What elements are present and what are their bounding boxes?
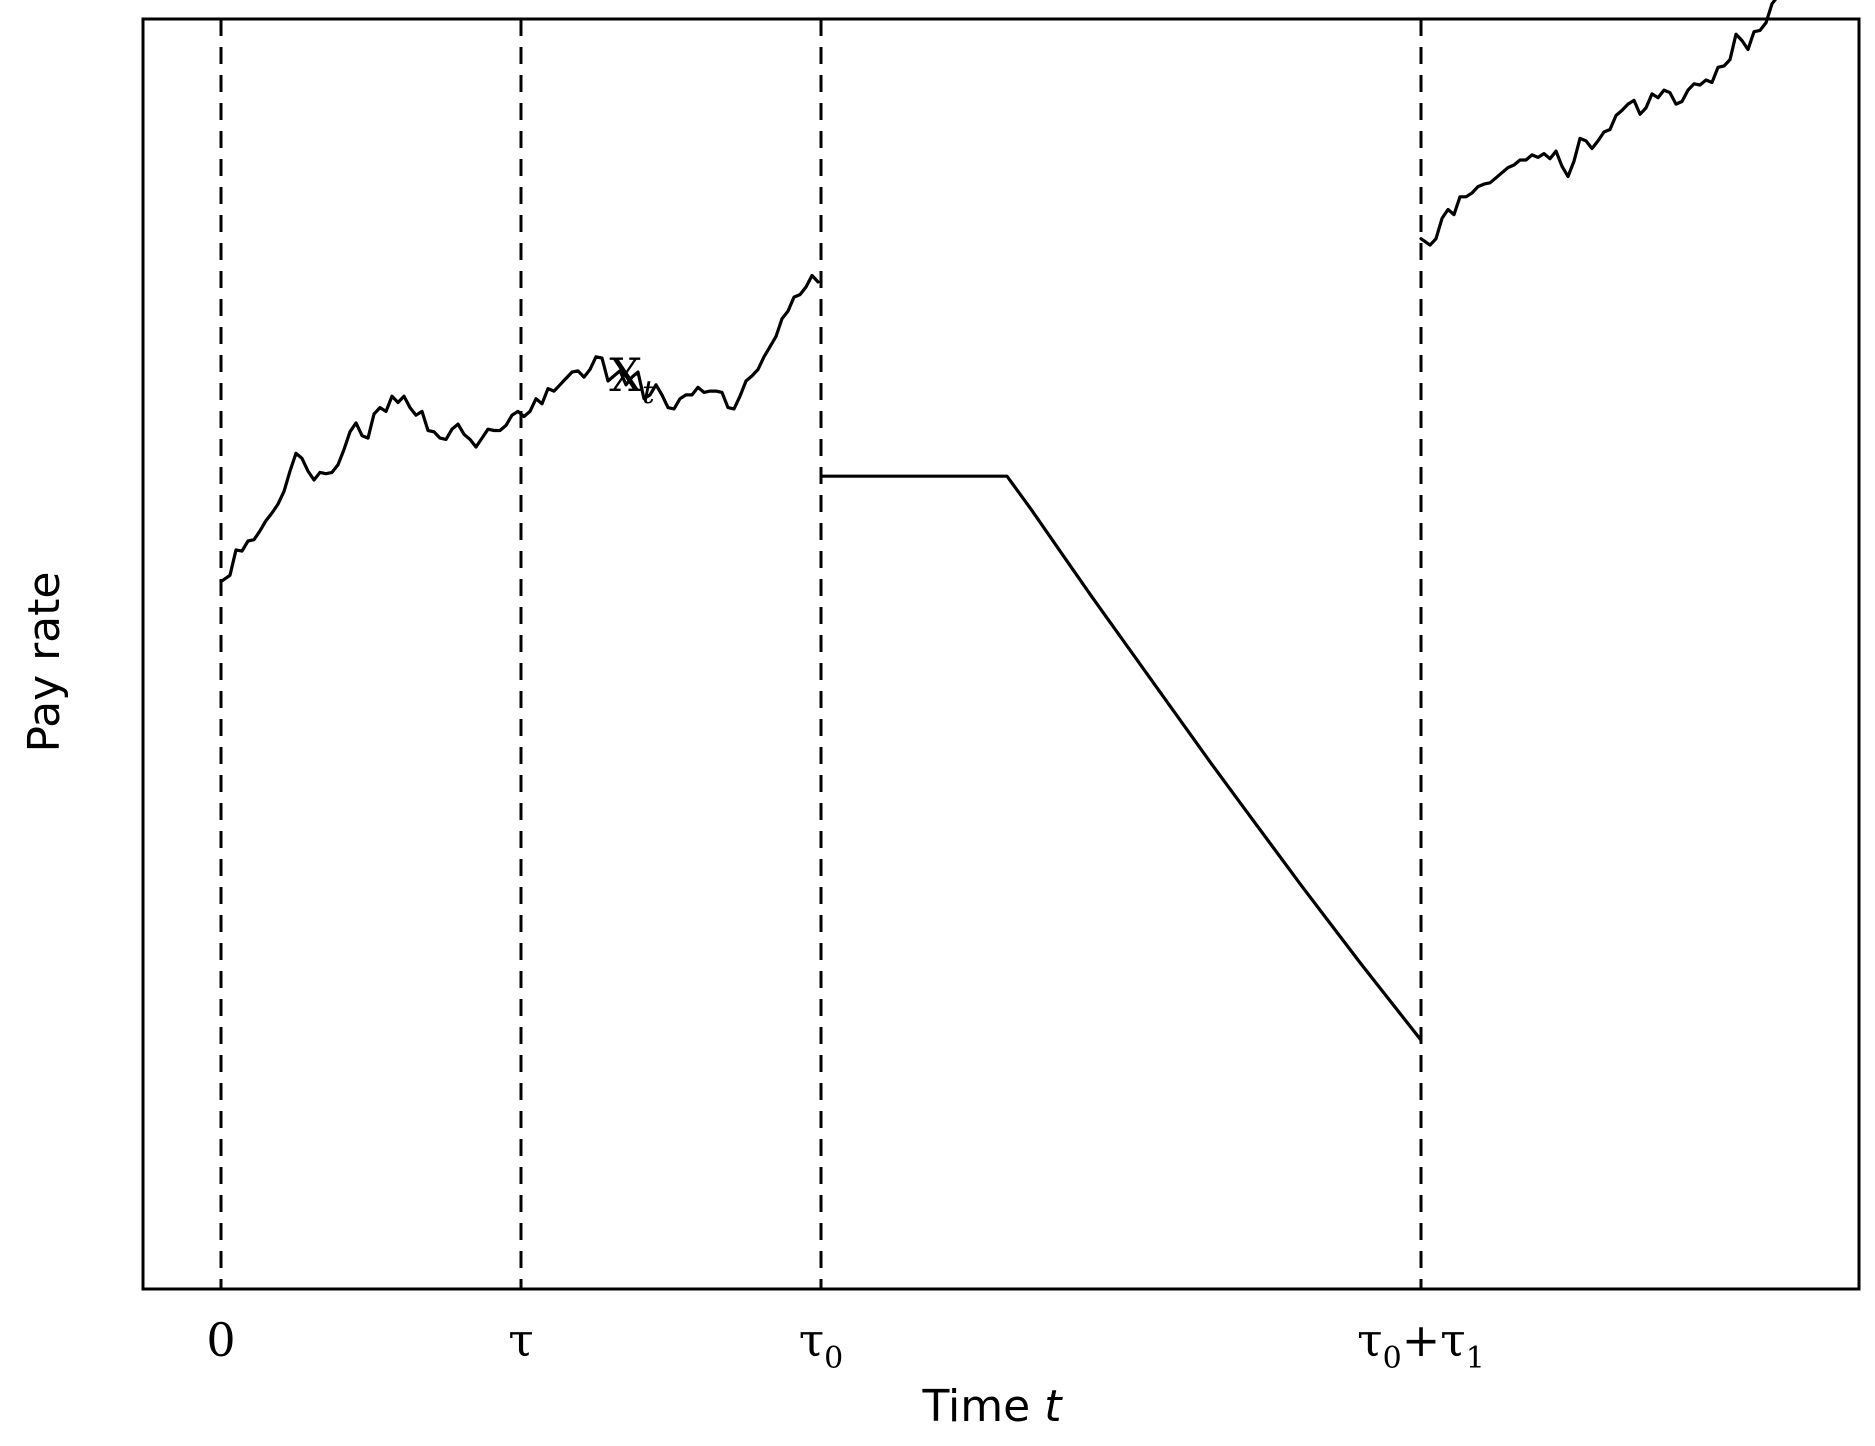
x-axis-label-variable: t bbox=[1044, 1381, 1063, 1432]
series-after_tau0_plus_tau1 bbox=[1419, 0, 1777, 247]
x-tick-base-0: 0 bbox=[206, 1313, 235, 1367]
dashed-vertical-lines bbox=[219, 19, 1423, 1289]
plot-frame bbox=[141, 17, 1861, 1291]
x-tick-base-3: τ bbox=[1357, 1313, 1382, 1367]
x-tick-sub-2: 0 bbox=[824, 1341, 843, 1376]
x-tick-sub2-3: 1 bbox=[1466, 1341, 1485, 1376]
x-tick-label-2: τ0 bbox=[799, 1313, 844, 1376]
x-tick-labels: 0 τ τ0 τ0+τ1 bbox=[206, 1313, 1484, 1376]
annotation-sub-0: t bbox=[642, 373, 655, 411]
y-axis-label: Pay rate bbox=[19, 572, 70, 753]
annotation-base-0: X bbox=[609, 348, 642, 402]
pay-rate-series bbox=[219, 0, 1777, 1042]
x-axis-label: Time t bbox=[922, 1381, 1064, 1432]
x-tick-label-1: τ bbox=[508, 1313, 533, 1367]
x-tick-label-0: 0 bbox=[206, 1313, 235, 1367]
annotations: Xt bbox=[609, 348, 655, 411]
x-axis-label-text: Time bbox=[922, 1381, 1031, 1432]
x-tick-plus-3: + bbox=[1402, 1313, 1441, 1367]
annotation-0: Xt bbox=[609, 348, 655, 411]
x-tick-label-3: τ0+τ1 bbox=[1357, 1313, 1485, 1376]
x-tick-base-1: τ bbox=[508, 1313, 533, 1367]
x-tick-base2-3: τ bbox=[1440, 1313, 1465, 1367]
series-before_tau0 bbox=[219, 273, 820, 584]
series-tau0_to_tau0_plus_tau1 bbox=[821, 474, 1423, 1042]
x-tick-sub-3: 0 bbox=[1383, 1341, 1402, 1376]
x-tick-base-2: τ bbox=[799, 1313, 824, 1367]
